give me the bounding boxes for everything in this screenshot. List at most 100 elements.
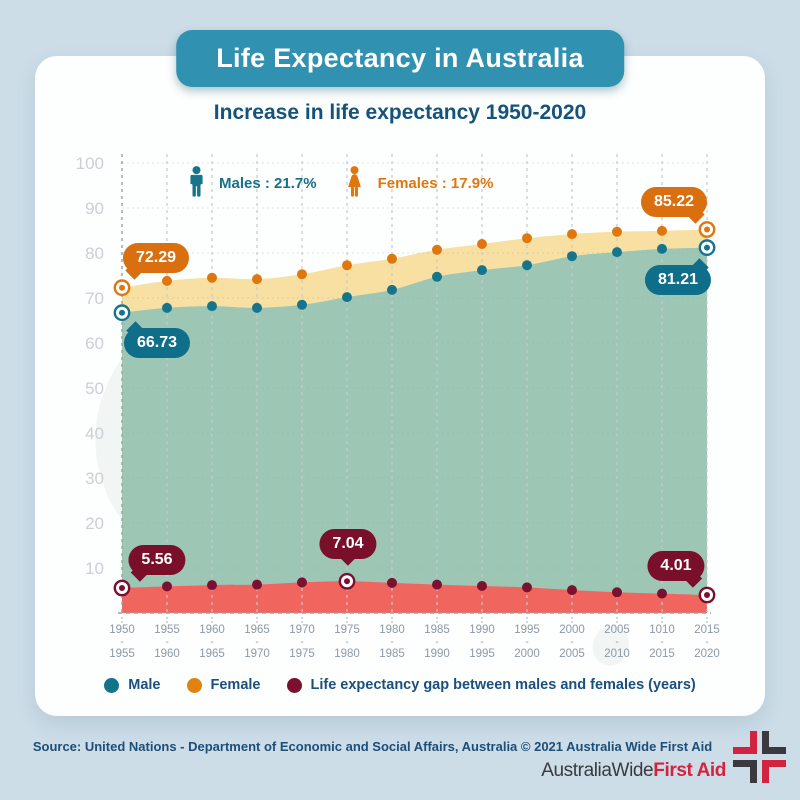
male-data-point xyxy=(119,309,125,316)
gap-data-point xyxy=(477,581,487,591)
y-axis-label: 20 xyxy=(85,514,104,533)
female-data-point xyxy=(207,272,217,283)
x-axis-label: 1985 xyxy=(379,648,405,660)
x-axis-label: 1965 xyxy=(199,648,225,660)
gap-data-point xyxy=(162,581,172,592)
female-data-point xyxy=(567,229,577,240)
female-person-icon xyxy=(347,166,361,197)
legend-item-gap: Life expectancy gap between males and fe… xyxy=(286,677,696,693)
female-value-callout: 85.22 xyxy=(640,187,708,224)
female-data-point xyxy=(657,225,667,236)
logo-text-australiawide: AustraliaWide xyxy=(541,760,654,781)
females-stat-label: Females : 17.9% xyxy=(377,175,494,192)
male-legend-dot-icon xyxy=(104,677,120,693)
female-data-point xyxy=(119,284,125,291)
gap-data-point xyxy=(522,582,532,593)
x-axis-label: 1995 xyxy=(514,624,540,636)
male-data-point xyxy=(657,243,667,254)
logo-text-first-aid: First Aid xyxy=(653,760,726,781)
logo-cross-icon xyxy=(733,731,786,783)
male-data-point xyxy=(522,260,532,271)
gap-data-point xyxy=(567,585,577,596)
male-data-point xyxy=(207,301,217,312)
x-axis-label: 1960 xyxy=(199,624,225,636)
legend-label: Female xyxy=(210,677,261,693)
x-axis-label: - xyxy=(480,637,483,648)
x-axis-label: 1980 xyxy=(379,624,405,636)
life-expectancy-chart: 1020304050607080901001950-19551955-19601… xyxy=(76,154,720,666)
x-axis-label: - xyxy=(210,637,213,648)
gap-data-point xyxy=(252,579,262,590)
legend-label: Male xyxy=(128,677,161,693)
x-axis-label: 1975 xyxy=(334,624,360,636)
x-axis-label: - xyxy=(255,637,258,648)
cross-corner xyxy=(733,731,757,754)
x-axis-label: 2005 xyxy=(559,648,585,660)
x-axis-label: - xyxy=(345,637,348,648)
x-axis-label: 1960 xyxy=(154,648,180,660)
female-data-point xyxy=(297,269,307,280)
x-axis-label: 2010 xyxy=(604,648,630,660)
top-stats-legend: Males : 21.7% Females : 17.9% xyxy=(186,166,493,201)
x-axis-label: - xyxy=(660,637,663,648)
source-attribution: Source: United Nations - Department of E… xyxy=(32,739,713,754)
gap-area xyxy=(122,581,707,613)
x-axis-label: - xyxy=(570,637,573,648)
y-axis-label: 60 xyxy=(85,334,104,353)
y-axis-label: 50 xyxy=(85,379,104,398)
legend-label: Life expectancy gap between males and fe… xyxy=(310,677,696,693)
male-data-point xyxy=(704,244,710,251)
x-axis-label: 2000 xyxy=(559,624,585,636)
gap-legend-dot-icon xyxy=(286,677,302,693)
male-data-point xyxy=(387,284,397,295)
x-axis-label: 1970 xyxy=(244,648,270,660)
female-data-point xyxy=(342,260,352,271)
tasmania-silhouette xyxy=(592,625,629,666)
x-axis-label: 2000 xyxy=(514,648,540,660)
x-axis-label: 2005 xyxy=(604,624,630,636)
x-axis-label: - xyxy=(390,637,393,648)
x-axis-label: 2015 xyxy=(649,648,675,660)
male-area xyxy=(122,247,707,613)
female-data-point xyxy=(162,275,172,286)
gap-data-point xyxy=(704,592,710,598)
female-data-point xyxy=(704,226,710,233)
gap-data-point xyxy=(657,588,667,599)
x-axis-label: - xyxy=(165,637,168,648)
gap-value-callout: 7.04 xyxy=(319,529,377,566)
gap-data-point xyxy=(297,577,307,588)
x-axis-label: 1975 xyxy=(289,648,315,660)
title-banner: Life Expectancy in Australia xyxy=(176,30,624,87)
legend-item-male: Male xyxy=(104,677,161,693)
male-data-point xyxy=(477,265,487,276)
legend-item-female: Female xyxy=(186,677,261,693)
female-data-point xyxy=(477,239,487,249)
x-axis-label: - xyxy=(120,637,123,648)
gap-data-point xyxy=(387,577,397,588)
males-stat-label: Males : 21.7% xyxy=(219,175,317,192)
x-axis-label: 1995 xyxy=(469,648,495,660)
gap-value-callout: 5.56 xyxy=(128,545,186,582)
y-axis-label: 30 xyxy=(85,469,104,488)
x-axis-label: 1955 xyxy=(109,648,135,660)
gap-data-point xyxy=(432,579,442,590)
y-axis-label: 90 xyxy=(85,199,104,218)
australia-wide-first-aid-logo: AustraliaWideFirst Aid xyxy=(541,731,786,783)
x-axis-label: 1985 xyxy=(424,624,450,636)
male-data-point xyxy=(342,292,352,303)
gap-value-callout: 4.01 xyxy=(647,551,705,588)
gap-data-point xyxy=(207,580,217,591)
x-axis-label: 1990 xyxy=(424,648,450,660)
x-axis-label: - xyxy=(525,637,528,648)
female-data-point xyxy=(252,274,262,285)
gap-data-point xyxy=(119,585,125,591)
x-axis-label: - xyxy=(615,637,618,648)
cross-corner xyxy=(762,760,786,783)
female-data-point xyxy=(387,253,397,264)
y-axis-label: 70 xyxy=(85,289,104,308)
cross-corner xyxy=(733,760,757,783)
x-axis-label: - xyxy=(435,637,438,648)
y-axis-label: 40 xyxy=(85,424,104,443)
male-data-point xyxy=(432,271,442,282)
